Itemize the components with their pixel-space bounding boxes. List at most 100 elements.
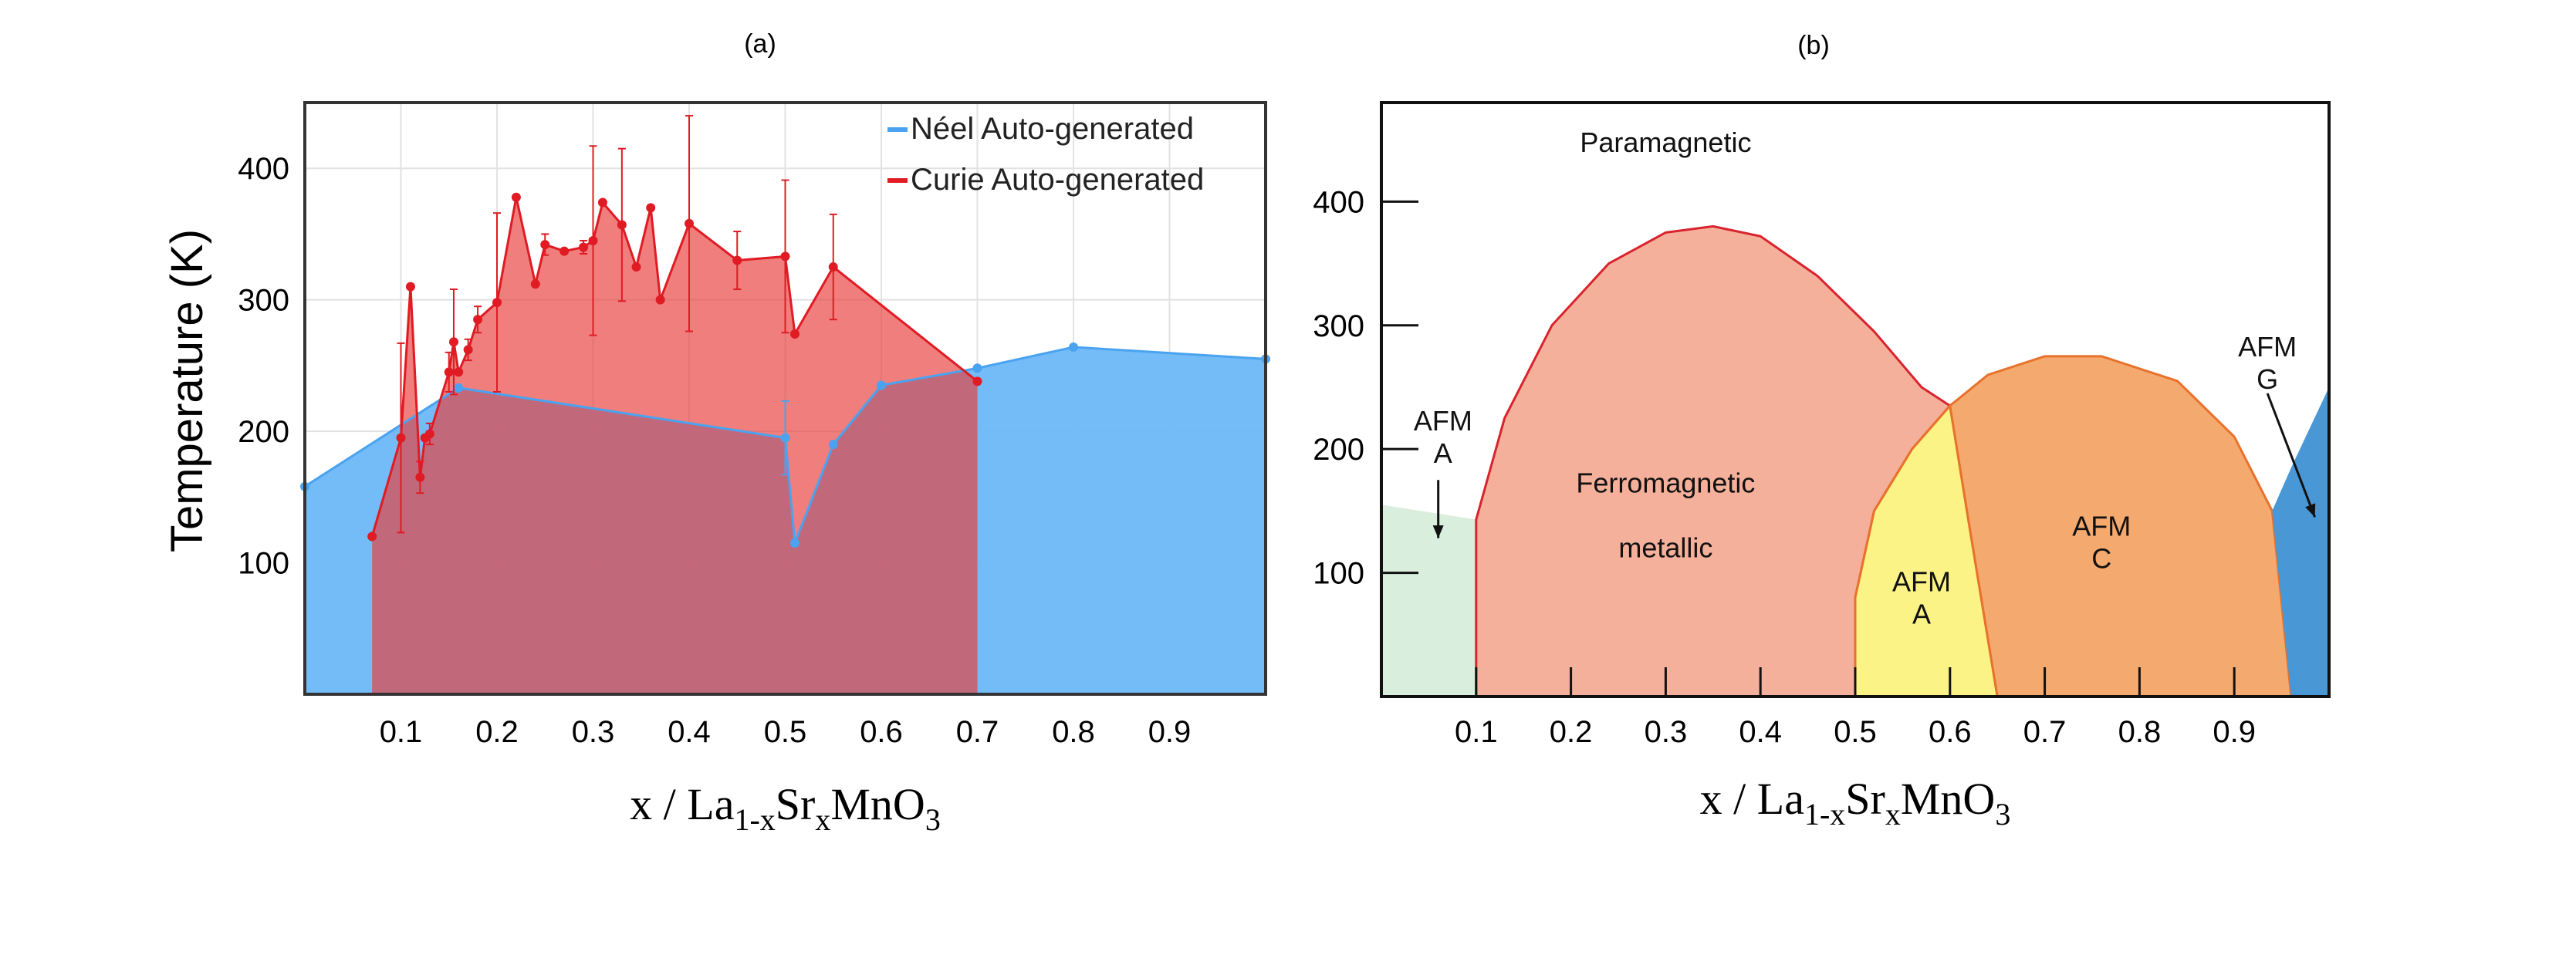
x-axis-label: x / La1-xSrxMnO3 — [1700, 774, 2011, 832]
neel-point — [1069, 342, 1078, 353]
curie-point — [367, 531, 377, 542]
x-tick-label: 0.4 — [668, 715, 711, 749]
x-tick-label: 0.2 — [1550, 715, 1593, 749]
curie-point — [448, 337, 458, 347]
y-tick-label: 200 — [1313, 433, 1364, 467]
y-tick-label: 300 — [1313, 309, 1364, 343]
curie-point — [444, 367, 454, 377]
region-label: A — [1434, 437, 1452, 469]
x-tick-label: 0.3 — [1645, 715, 1688, 749]
chart-a: 0.1 0.2 0.3 0.4 0.5 0.6 0.7 0.8 0.9 100 200 300 400 T… — [162, 101, 1270, 837]
y-tick-label: 400 — [1313, 185, 1364, 219]
curie-point — [828, 262, 838, 272]
x-tick-label: 0.2 — [475, 715, 519, 749]
region-label: C — [2091, 542, 2111, 574]
annotation-arrow — [2266, 393, 2316, 518]
x-axis-label-part: Sr — [776, 779, 816, 829]
region-5 — [2272, 386, 2329, 697]
x-tick-label: 0.1 — [380, 715, 423, 749]
curie-point — [511, 192, 521, 202]
region-label: Paramagnetic — [1580, 127, 1751, 158]
x-tick-label: 0.9 — [1148, 715, 1192, 749]
x-tick-label: 0.3 — [572, 715, 615, 749]
x-tick-label: 0.7 — [956, 715, 999, 749]
neel-point — [780, 433, 790, 443]
x-axis-label-part: x — [1885, 797, 1901, 832]
curie-point — [473, 315, 483, 325]
neel-point — [454, 383, 464, 393]
region-label: AFM — [2072, 510, 2131, 542]
x-axis-label: x / La1-xSrxMnO3 — [630, 779, 941, 837]
chart-b: ParamagneticAFMAFerromagneticmetallicAFM… — [1313, 101, 2331, 832]
region-label: metallic — [1618, 531, 1712, 563]
curie-point — [588, 235, 598, 245]
x-tick-label: 0.9 — [2213, 715, 2256, 749]
y-axis-label: Temperature (K) — [162, 229, 212, 552]
x-axis-label-part: 3 — [925, 802, 941, 837]
x-tick-label: 0.6 — [1929, 715, 1972, 749]
plot-frame — [303, 101, 1267, 696]
y-tick-label: 100 — [238, 547, 289, 581]
x-tick-label: 0.1 — [1455, 715, 1498, 749]
curie-point — [685, 218, 694, 228]
annotation-arrowhead — [1432, 525, 1444, 538]
x-tick-label: 0.6 — [860, 715, 903, 749]
region-label: AFM — [1414, 405, 1472, 437]
neel-point — [972, 363, 982, 373]
panel-a-label: (a) — [744, 29, 776, 59]
curie-point — [732, 255, 742, 265]
curie-point — [415, 472, 425, 482]
curie-point — [780, 251, 790, 261]
x-tick-label: 0.5 — [764, 715, 807, 749]
x-tick-label: 0.5 — [1834, 715, 1877, 749]
region-label: AFM — [2238, 331, 2297, 363]
curie-area — [372, 197, 978, 695]
x-axis-label-part: x / La — [1700, 774, 1804, 824]
x-axis-label-part: MnO — [830, 779, 925, 829]
panel-b-label: (b) — [1797, 31, 1830, 60]
x-tick-label: 0.7 — [2023, 715, 2067, 749]
y-tick-label: 200 — [238, 415, 289, 449]
neel-point — [828, 440, 838, 450]
x-tick-label: 0.4 — [1739, 715, 1782, 749]
neel-point — [789, 538, 800, 548]
region-4 — [1949, 355, 2293, 698]
curie-point — [579, 242, 589, 252]
x-axis-label-part: Sr — [1845, 774, 1885, 824]
curie-point — [597, 197, 607, 208]
curie-point — [492, 298, 502, 308]
x-tick-label: 0.8 — [2118, 715, 2162, 749]
region-label: G — [2257, 363, 2278, 395]
curie-point — [655, 295, 665, 305]
curie-point — [789, 329, 800, 339]
y-tick-label: 400 — [238, 152, 289, 186]
curie-point — [405, 282, 415, 292]
region-1 — [1381, 504, 1476, 697]
x-axis-label-part: x — [815, 802, 830, 837]
curie-point — [454, 367, 464, 377]
curie-point — [463, 345, 473, 355]
region-label: Ferromagnetic — [1576, 467, 1755, 498]
curie-point — [540, 240, 550, 250]
annotation-arrowhead — [2305, 503, 2316, 518]
x-axis-label-part: 1-x — [734, 802, 775, 837]
neel-point — [877, 380, 886, 390]
y-tick-label: 100 — [1313, 557, 1364, 591]
neel-legend-label: Néel Auto-generated — [911, 112, 1194, 146]
curie-point — [559, 246, 570, 256]
x-axis-label-part: x / La — [630, 779, 734, 829]
x-tick-label: 0.8 — [1052, 715, 1095, 749]
curie-point — [424, 429, 434, 439]
x-axis-label-part: 3 — [1995, 797, 2010, 832]
x-axis-label-part: MnO — [1901, 774, 1995, 824]
curie-point — [646, 203, 656, 213]
plot-frame — [1380, 101, 2331, 698]
curie-point — [530, 279, 540, 289]
curie-point — [617, 220, 627, 230]
curie-point — [396, 433, 406, 443]
region-label: A — [1912, 599, 1931, 630]
x-axis-label-part: 1-x — [1804, 797, 1845, 832]
curie-point — [631, 262, 641, 272]
curie-legend-label: Curie Auto-generated — [911, 163, 1204, 197]
y-tick-label: 300 — [238, 284, 289, 318]
